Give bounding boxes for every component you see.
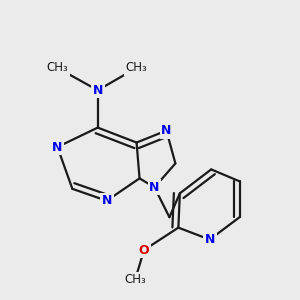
Text: N: N — [161, 124, 172, 137]
Text: N: N — [93, 84, 103, 97]
Text: N: N — [205, 233, 215, 246]
Text: N: N — [52, 140, 63, 154]
Text: CH₃: CH₃ — [46, 61, 68, 74]
Text: N: N — [101, 194, 112, 207]
Text: CH₃: CH₃ — [126, 61, 147, 74]
Text: CH₃: CH₃ — [124, 273, 146, 286]
Text: N: N — [149, 181, 160, 194]
Text: O: O — [139, 244, 149, 256]
